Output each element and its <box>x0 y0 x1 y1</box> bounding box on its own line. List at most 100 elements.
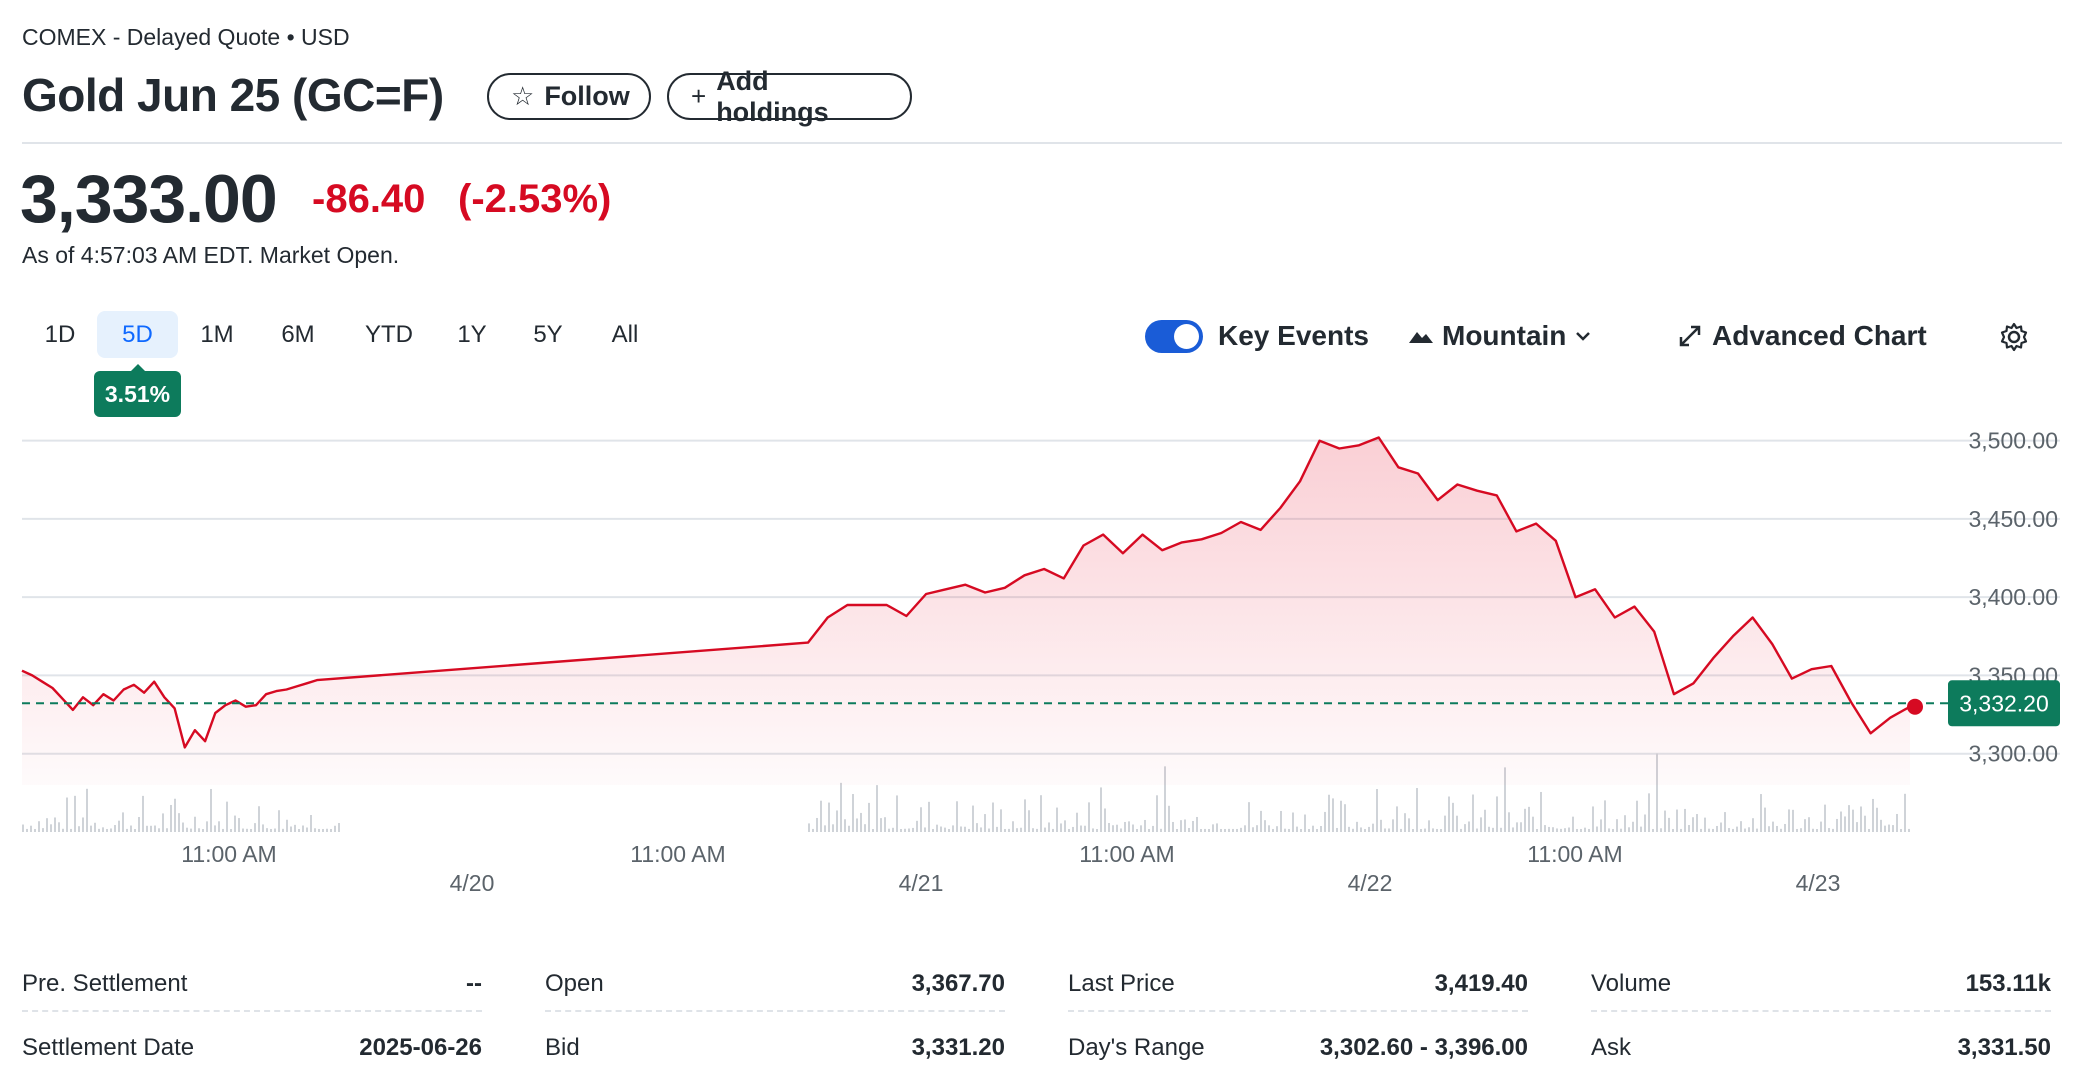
volume-bar <box>1204 828 1206 832</box>
volume-bar <box>1288 828 1290 832</box>
volume-bar <box>1048 822 1050 832</box>
volume-bar <box>1812 828 1814 832</box>
volume-bar <box>1224 828 1226 832</box>
volume-bar <box>1416 788 1418 832</box>
price-change: -86.40 <box>312 177 426 221</box>
volume-bar <box>1412 828 1414 832</box>
volume-bar <box>996 826 998 832</box>
volume-bar <box>1280 810 1282 832</box>
volume-bar <box>98 828 100 832</box>
volume-bar <box>134 828 136 832</box>
volume-bar <box>66 797 68 832</box>
volume-bar <box>22 824 24 832</box>
tab-5y[interactable]: 5Y <box>533 320 563 348</box>
volume-bar <box>1256 825 1258 832</box>
volume-bar <box>1380 819 1382 832</box>
volume-bar <box>1900 828 1902 832</box>
volume-bar <box>1420 828 1422 832</box>
volume-bar <box>1100 787 1102 832</box>
tab-ytd[interactable]: YTD <box>365 320 413 348</box>
volume-bar <box>1816 828 1818 832</box>
volume-bar <box>242 828 244 832</box>
volume-bar <box>1212 824 1214 832</box>
volume-bar <box>1040 795 1042 832</box>
volume-bar <box>1008 828 1010 832</box>
volume-bar <box>262 824 264 832</box>
follow-button[interactable]: ☆ Follow <box>487 73 651 120</box>
volume-bar <box>928 801 930 832</box>
volume-bar <box>218 821 220 832</box>
volume-bar <box>1188 827 1190 832</box>
volume-bar <box>106 828 108 832</box>
volume-bar <box>1088 802 1090 832</box>
volume-bar <box>1076 812 1078 832</box>
tab-5d[interactable]: 5D <box>97 311 178 358</box>
advanced-chart-button[interactable]: Advanced Chart <box>1678 320 1927 352</box>
stat-last-price: Last Price 3,419.40 <box>1068 970 1528 1012</box>
stat-label: Pre. Settlement <box>22 970 188 997</box>
y-tick-label: 3,400.00 <box>1968 584 2058 610</box>
volume-bar <box>1352 828 1354 832</box>
volume-bar <box>222 828 224 832</box>
volume-bar <box>1264 820 1266 832</box>
volume-bar <box>1180 820 1182 832</box>
volume-bar <box>246 828 248 832</box>
volume-bar <box>1304 814 1306 832</box>
tab-6m[interactable]: 6M <box>281 320 315 348</box>
volume-bar <box>90 825 92 832</box>
follow-label: Follow <box>544 81 630 111</box>
volume-bar <box>1732 828 1734 832</box>
volume-bar <box>1388 828 1390 832</box>
add-holdings-button[interactable]: + Add holdings <box>667 66 912 127</box>
tab-1y[interactable]: 1Y <box>457 320 487 348</box>
tab-1m[interactable]: 1M <box>200 320 234 348</box>
volume-bar <box>1260 810 1262 832</box>
volume-bar <box>1828 828 1830 832</box>
volume-bar <box>190 828 192 832</box>
chart-type-dropdown[interactable]: Mountain <box>1408 320 1592 352</box>
volume-bar <box>146 825 148 832</box>
volume-bar <box>1716 825 1718 832</box>
volume-bar <box>1628 827 1630 832</box>
volume-bar <box>186 827 188 832</box>
volume-bar <box>130 825 132 832</box>
tab-1d[interactable]: 1D <box>44 320 76 348</box>
volume-bar <box>254 823 256 832</box>
volume-bar <box>302 825 304 832</box>
gear-icon[interactable] <box>1998 321 2030 353</box>
tab-all[interactable]: All <box>611 320 639 348</box>
volume-bar <box>880 818 882 832</box>
volume-bar <box>1368 826 1370 832</box>
volume-bar <box>1160 828 1162 832</box>
volume-bar <box>832 824 834 832</box>
volume-bar <box>1376 789 1378 832</box>
volume-bar <box>1580 828 1582 832</box>
volume-bar <box>1780 828 1782 832</box>
volume-bar <box>1896 813 1898 832</box>
stat-label: Last Price <box>1068 970 1175 997</box>
volume-bar <box>1764 807 1766 832</box>
volume-bar <box>1620 828 1622 832</box>
volume-bar <box>1012 821 1014 832</box>
x-date-label: 4/20 <box>450 870 495 896</box>
volume-bar <box>1344 804 1346 832</box>
volume-bar <box>54 817 56 832</box>
price-chart[interactable]: 3,500.00 3,450.00 3,400.00 3,350.00 3,30… <box>0 400 2076 920</box>
toggle-knob <box>1174 324 1199 349</box>
volume-bar <box>38 821 40 832</box>
stat-label: Open <box>545 970 604 997</box>
volume-bar <box>1504 767 1506 832</box>
volume-bar <box>972 805 974 832</box>
volume-bar <box>916 820 918 832</box>
volume-bar <box>1744 828 1746 832</box>
volume-bar <box>824 825 826 832</box>
volume-bar <box>1616 819 1618 832</box>
volume-bar <box>1372 823 1374 832</box>
volume-bar <box>888 828 890 832</box>
volume-bar <box>1104 808 1106 832</box>
volume-bar <box>864 824 866 832</box>
volume-bar <box>1080 825 1082 832</box>
volume-bar <box>1664 810 1666 832</box>
key-events-toggle[interactable] <box>1145 320 1203 353</box>
volume-bar <box>1512 827 1514 832</box>
